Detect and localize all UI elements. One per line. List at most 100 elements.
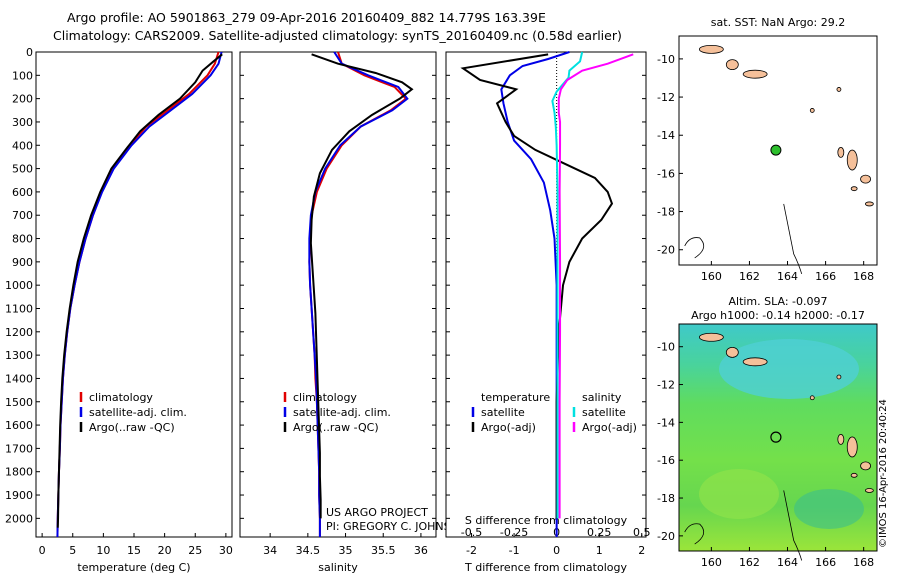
y-tick-label: -10 — [657, 341, 675, 354]
x-tick-label: 5 — [69, 544, 76, 557]
legend-label: climatology — [89, 391, 153, 404]
legend-label: satellite-adj. clim. — [293, 406, 391, 419]
legend-label: climatology — [293, 391, 357, 404]
series-satellite-adj--clim- — [308, 51, 409, 537]
y-tick-label: -10 — [657, 53, 675, 66]
legend-title-temperature: temperature — [481, 391, 550, 404]
island — [742, 69, 768, 79]
x-tick-label: 10 — [96, 544, 110, 557]
island — [860, 174, 871, 184]
island — [850, 186, 858, 192]
island — [864, 488, 874, 493]
x-tick-label: 160 — [701, 270, 722, 283]
series-argo---raw--qc- — [56, 53, 223, 528]
x-tick-label: 166 — [815, 270, 836, 283]
sla-blob — [794, 489, 864, 529]
series-argo---raw--qc- — [309, 53, 414, 519]
reef-contour — [783, 490, 803, 561]
x-tick-label: 162 — [739, 556, 760, 569]
y-tick-label: 400 — [12, 139, 33, 152]
x-tick-label: 2 — [638, 544, 645, 557]
y-tick-label: 700 — [12, 209, 33, 222]
y-tick-label: -12 — [657, 91, 675, 104]
y-tick-label: -18 — [657, 206, 675, 219]
secondary-x-axis-label: S difference from climatology — [465, 514, 628, 527]
y-tick-label: 0 — [26, 46, 33, 59]
sla-blob — [719, 339, 859, 399]
y-tick-label: -18 — [657, 492, 675, 505]
island — [836, 87, 842, 92]
reef-contour — [684, 237, 705, 259]
x-tick-label: 34 — [263, 544, 277, 557]
profile-title: Argo profile: AO 5901863_279 09-Apr-2016… — [67, 10, 546, 25]
y-tick-label: -16 — [657, 454, 675, 467]
series-satellite — [551, 51, 584, 519]
secondary-x-tick-label: -0.25 — [500, 526, 528, 539]
y-tick-label: -14 — [657, 129, 675, 142]
legend-label: Argo(-adj) — [582, 421, 637, 434]
island — [809, 108, 815, 113]
secondary-x-tick-label: -0.5 — [461, 526, 482, 539]
profile-panel-1: 0100200300400500600700800900100011001200… — [5, 46, 233, 574]
y-tick-label: 1400 — [5, 372, 33, 385]
annotation-pi: PI: GREGORY C. JOHNSON — [326, 520, 467, 533]
profile-panel-3: -2 -1 0 1 2 T difference from climatology S di… — [445, 51, 651, 574]
y-tick-label: -20 — [657, 530, 675, 543]
x-tick-label: 35.5 — [371, 544, 396, 557]
sst-title: sat. SST: NaN Argo: 29.2 — [711, 16, 845, 29]
legend-label: Argo(-adj) — [481, 421, 536, 434]
x-tick-label: 164 — [777, 270, 798, 283]
x-tick-label: 1 — [596, 544, 603, 557]
y-tick-label: 100 — [12, 69, 33, 82]
legend-label: satellite-adj. clim. — [89, 406, 187, 419]
x-tick-label: 34.5 — [296, 544, 321, 557]
reef-contour — [684, 523, 705, 545]
y-tick-label: -16 — [657, 167, 675, 180]
island — [742, 357, 768, 367]
legend-label: satellite — [481, 406, 525, 419]
x-axis-label: temperature (deg C) — [77, 561, 190, 574]
float-position-marker — [770, 144, 782, 156]
island — [846, 436, 858, 458]
sla-map: 160 162 164 166 168 -10 -12 -14 -16 -18 -20 Altim. … — [657, 295, 878, 569]
x-tick-label: 164 — [777, 556, 798, 569]
x-tick-label: -2 — [466, 544, 477, 557]
legend-label: satellite — [582, 406, 626, 419]
island — [809, 395, 815, 401]
island — [837, 433, 845, 445]
island — [836, 374, 842, 380]
island — [864, 201, 874, 207]
y-tick-label: 1900 — [5, 489, 33, 502]
secondary-x-tick-label: 0.25 — [587, 526, 612, 539]
plot-frame — [35, 51, 233, 538]
y-tick-label: -14 — [657, 416, 675, 429]
island — [698, 44, 724, 54]
map-frame — [678, 323, 878, 552]
secondary-x-tick-label: 0.5 — [633, 526, 651, 539]
series-argo--adj- — [557, 53, 634, 519]
series-argo--adj- — [460, 53, 614, 519]
annotation-project: US ARGO PROJECT — [326, 506, 428, 519]
plot-frame — [239, 51, 437, 538]
y-tick-label: 1500 — [5, 396, 33, 409]
plot-frame — [445, 51, 647, 538]
y-tick-label: 900 — [12, 256, 33, 269]
legend-label: Argo(..raw -QC) — [89, 421, 175, 434]
x-tick-label: 168 — [853, 556, 874, 569]
y-tick-label: 1600 — [5, 419, 33, 432]
island — [860, 461, 871, 471]
y-tick-label: 1200 — [5, 326, 33, 339]
sla-blob — [699, 469, 779, 519]
x-tick-label: 15 — [127, 544, 141, 557]
y-tick-label: 800 — [12, 233, 33, 246]
profile-panel-2: 34 34.5 35 35.5 36 salinity climatology satelli… — [239, 51, 467, 574]
x-tick-label: 35 — [339, 544, 353, 557]
island — [837, 147, 845, 158]
y-tick-label: 1800 — [5, 466, 33, 479]
x-tick-label: 166 — [815, 556, 836, 569]
x-tick-label: 168 — [853, 270, 874, 283]
y-tick-label: 1100 — [5, 302, 33, 315]
y-tick-label: 1000 — [5, 279, 33, 292]
sst-map: 160 162 164 166 168 -10 -12 -14 -16 -18 -20 sat. SS… — [657, 16, 878, 283]
